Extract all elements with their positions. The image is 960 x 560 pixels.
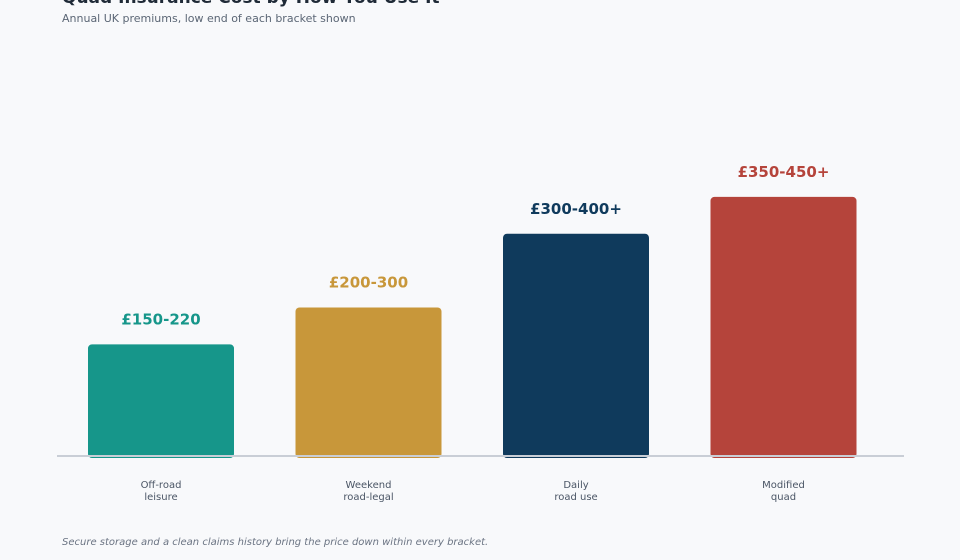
- bar-3: [503, 233, 649, 458]
- bar-4: [710, 196, 857, 458]
- data-label-1: £150-220: [121, 310, 200, 328]
- data-label-2: £200-300: [329, 274, 408, 292]
- category-label-1: Off-road leisure: [141, 480, 182, 503]
- bar-1: [88, 344, 234, 458]
- category-label-4: Modified quad: [762, 480, 805, 503]
- data-label-3: £300-400+: [530, 200, 622, 218]
- chart-subtitle: Annual UK premiums, low end of each brac…: [62, 12, 356, 25]
- bar-2: [295, 307, 442, 458]
- chart-footnote: Secure storage and a clean claims histor…: [62, 537, 489, 548]
- chart-title: Quad Insurance Cost by How You Use It: [62, 0, 440, 8]
- category-label-3: Daily road use: [554, 480, 597, 503]
- data-label-4: £350-450+: [738, 163, 830, 181]
- category-label-2: Weekend road-legal: [343, 480, 393, 503]
